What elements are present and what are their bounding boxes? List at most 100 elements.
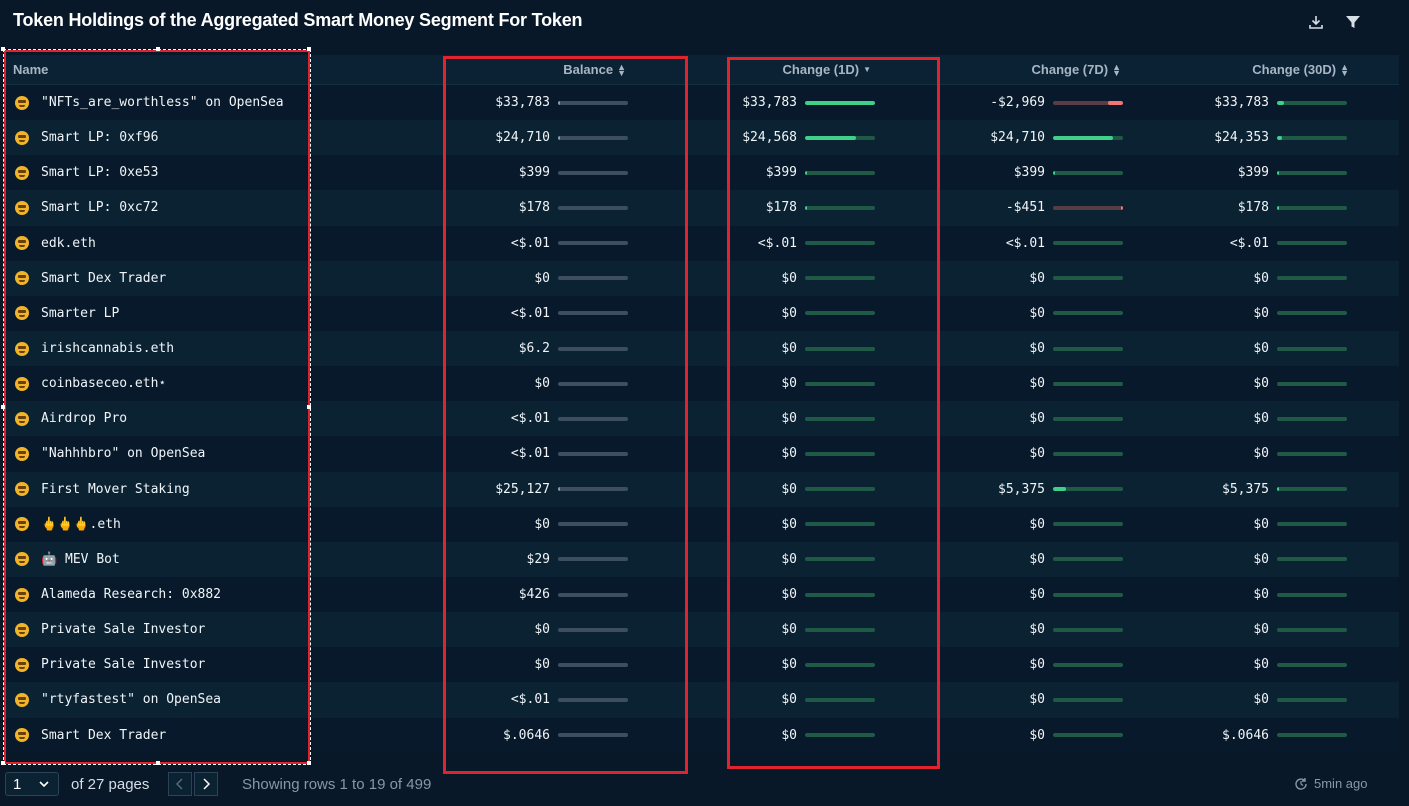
column-header-change-7d[interactable]: Change (7D) ▲ ▼	[877, 62, 1125, 77]
column-header-change-1d[interactable]: Change (1D) ▼	[630, 62, 877, 77]
table-row[interactable]: "NFTs_are_worthless" on OpenSea $33,783 …	[4, 85, 1399, 121]
cell-name[interactable]: Airdrop Pro	[4, 411, 304, 426]
change-1d-bar	[805, 311, 875, 316]
column-header-change-30d[interactable]: Change (30D) ▲ ▼	[1125, 62, 1373, 77]
change-1d-bar	[805, 451, 875, 456]
cell-name[interactable]: Smart LP: 0xe53	[4, 165, 304, 180]
change-30d-bar	[1277, 733, 1347, 738]
refresh-status[interactable]: 5min ago	[1294, 776, 1367, 791]
cell-balance: $0	[304, 517, 630, 532]
entity-name[interactable]: Smarter LP	[41, 305, 120, 321]
entity-name[interactable]: Smart LP: 0xf96	[41, 130, 159, 146]
change-30d-value: $399	[1237, 165, 1269, 181]
column-header-balance[interactable]: Balance ▲ ▼	[304, 62, 630, 77]
column-header-name[interactable]: Name	[4, 62, 304, 77]
table-row[interactable]: Smart Dex Trader $0 $0 $0 $0	[4, 260, 1399, 296]
entity-name[interactable]: irishcannabis.eth	[41, 341, 175, 357]
cell-name[interactable]: Smart LP: 0xf96	[4, 130, 304, 145]
smart-money-icon	[15, 446, 29, 461]
sort-desc-icon: ▼	[863, 64, 871, 74]
table-row[interactable]: Smart LP: 0xc72 $178 $178 -$451 $178	[4, 190, 1399, 226]
page-select[interactable]: 1	[5, 772, 59, 796]
cell-change-7d: $0	[877, 306, 1125, 321]
cell-change-1d: $0	[630, 622, 877, 637]
entity-name[interactable]: Smart LP: 0xe53	[41, 165, 159, 181]
refresh-time: 5min ago	[1314, 776, 1368, 791]
entity-name[interactable]: "Nahhhbro" on OpenSea	[41, 446, 206, 462]
table-row[interactable]: Smart LP: 0xf96 $24,710 $24,568 $24,710 …	[4, 120, 1399, 156]
entity-name[interactable]: edk.eth	[41, 235, 96, 251]
cell-change-1d: $0	[630, 692, 877, 707]
entity-name[interactable]: Smart LP: 0xc72	[41, 200, 159, 216]
change-7d-bar	[1053, 170, 1123, 175]
table-row[interactable]: Smart LP: 0xe53 $399 $399 $399 $399	[4, 155, 1399, 191]
smart-money-icon	[15, 271, 29, 286]
table-row[interactable]: Smarter LP <$.01 $0 $0 $0	[4, 295, 1399, 331]
table-row[interactable]: Airdrop Pro <$.01 $0 $0 $0	[4, 401, 1399, 437]
table-row[interactable]: 🖕🖕🖕.eth $0 $0 $0 $0	[4, 506, 1399, 542]
column-header-label: Change (7D)	[1031, 62, 1109, 77]
entity-name[interactable]: Alameda Research: 0x882	[41, 587, 222, 603]
cell-name[interactable]: First Mover Staking	[4, 482, 304, 497]
entity-name[interactable]: Airdrop Pro	[41, 411, 128, 427]
balance-value: $178	[518, 200, 550, 216]
cell-name[interactable]: Private Sale Investor	[4, 622, 304, 637]
change-7d-bar	[1053, 381, 1123, 386]
cell-change-1d: $0	[630, 376, 877, 391]
entity-name[interactable]: Private Sale Investor	[41, 657, 206, 673]
smart-money-icon	[15, 306, 29, 321]
next-page-button[interactable]	[194, 772, 218, 796]
table-row[interactable]: edk.eth <$.01 <$.01 <$.01 <$.01	[4, 225, 1399, 261]
cell-name[interactable]: edk.eth	[4, 236, 304, 251]
table-row[interactable]: Private Sale Investor $0 $0 $0 $0	[4, 647, 1399, 683]
cell-name[interactable]: 🖕🖕🖕.eth	[4, 517, 304, 532]
balance-bar	[558, 522, 628, 527]
cell-name[interactable]: Smart Dex Trader	[4, 271, 304, 286]
cell-name[interactable]: "rtyfastest" on OpenSea	[4, 692, 304, 707]
change-30d-bar	[1277, 662, 1347, 667]
cell-name[interactable]: Private Sale Investor	[4, 657, 304, 672]
entity-name[interactable]: Private Sale Investor	[41, 622, 206, 638]
entity-name[interactable]: "NFTs_are_worthless" on OpenSea	[41, 95, 284, 111]
cell-balance: <$.01	[304, 306, 630, 321]
cell-name[interactable]: coinbaseceo.eth⋆	[4, 376, 304, 391]
page-title: Token Holdings of the Aggregated Smart M…	[13, 10, 583, 30]
entity-name[interactable]: Smart Dex Trader	[41, 270, 167, 286]
table-row[interactable]: 🤖 MEV Bot $29 $0 $0 $0	[4, 541, 1399, 577]
table-row[interactable]: "Nahhhbro" on OpenSea <$.01 $0 $0 $0	[4, 436, 1399, 472]
cell-name[interactable]: Smart LP: 0xc72	[4, 200, 304, 215]
table-row[interactable]: "rtyfastest" on OpenSea <$.01 $0 $0 $0	[4, 682, 1399, 718]
entity-name[interactable]: 🖕🖕🖕.eth	[41, 516, 121, 532]
cell-change-1d: $0	[630, 446, 877, 461]
change-1d-value: $399	[765, 165, 797, 181]
cell-name[interactable]: Smart Dex Trader	[4, 728, 304, 743]
table-row[interactable]: irishcannabis.eth $6.2 $0 $0 $0	[4, 330, 1399, 367]
entity-name[interactable]: coinbaseceo.eth⋆	[41, 376, 167, 392]
change-30d-bar	[1277, 557, 1347, 562]
cell-name[interactable]: Smarter LP	[4, 306, 304, 321]
smart-money-icon	[15, 728, 29, 743]
change-7d-value: -$2,969	[990, 95, 1045, 111]
change-7d-value: $0	[1029, 270, 1045, 286]
entity-name[interactable]: 🤖 MEV Bot	[41, 551, 120, 567]
cell-name[interactable]: "NFTs_are_worthless" on OpenSea	[4, 95, 304, 110]
change-7d-value: $0	[1029, 305, 1045, 321]
prev-page-button[interactable]	[168, 772, 192, 796]
change-30d-value: $0	[1253, 305, 1269, 321]
cell-balance: $33,783	[304, 95, 630, 110]
filter-icon[interactable]	[1343, 12, 1363, 32]
table-row[interactable]: Private Sale Investor $0 $0 $0 $0	[4, 612, 1399, 648]
table-row[interactable]: coinbaseceo.eth⋆ $0 $0 $0 $0	[4, 366, 1399, 402]
table-row[interactable]: Smart Dex Trader $.0646 $0 $0 $.0646	[4, 717, 1399, 753]
cell-name[interactable]: irishcannabis.eth	[4, 341, 304, 356]
cell-name[interactable]: 🤖 MEV Bot	[4, 552, 304, 567]
cell-name[interactable]: "Nahhhbro" on OpenSea	[4, 446, 304, 461]
cell-name[interactable]: Alameda Research: 0x882	[4, 587, 304, 602]
download-icon[interactable]	[1306, 12, 1326, 32]
page-select-value: 1	[13, 775, 22, 793]
entity-name[interactable]: Smart Dex Trader	[41, 727, 167, 743]
entity-name[interactable]: First Mover Staking	[41, 481, 190, 497]
table-row[interactable]: Alameda Research: 0x882 $426 $0 $0 $0	[4, 576, 1399, 613]
table-row[interactable]: First Mover Staking $25,127 $0 $5,375 $5…	[4, 471, 1399, 507]
entity-name[interactable]: "rtyfastest" on OpenSea	[41, 692, 222, 708]
